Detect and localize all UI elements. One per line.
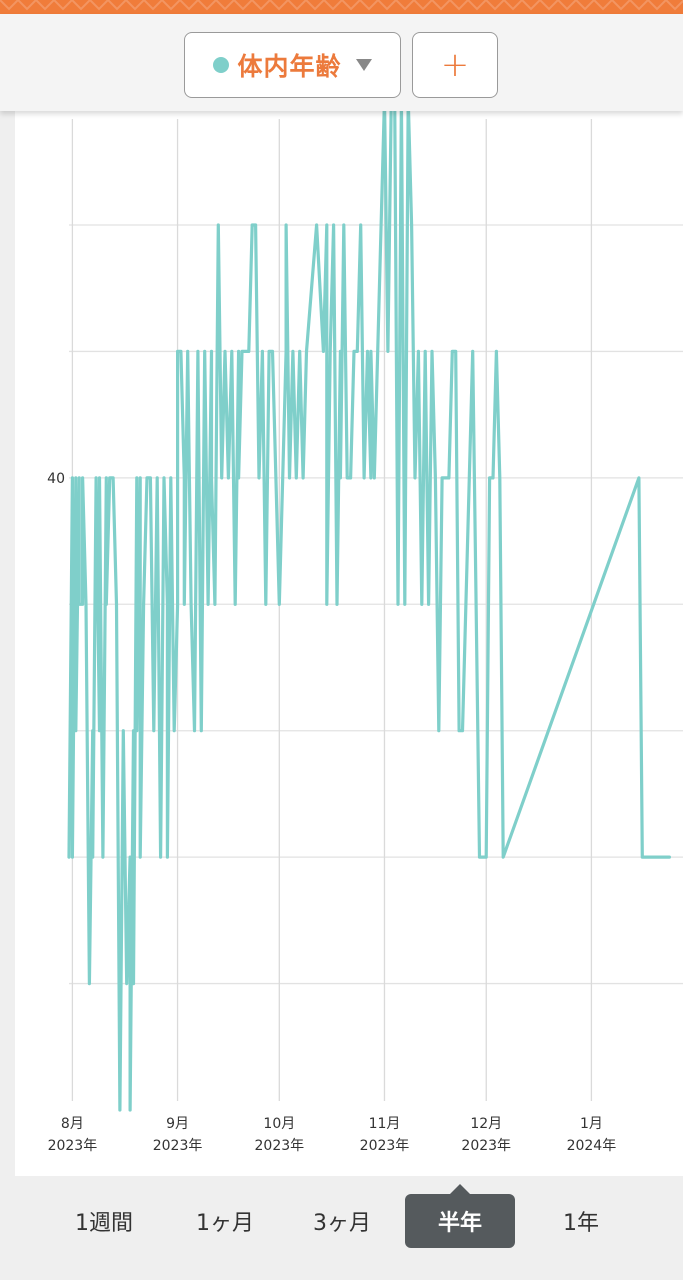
top-accent-stripe: [0, 0, 683, 14]
line-chart[interactable]: 8月 2023年 9月 2023年 10月 2023年 11月 2023年 12月 2023年 1月…: [15, 111, 683, 1176]
period-tab-3-months[interactable]: 3ヶ月: [313, 1211, 371, 1236]
metric-color-dot-icon: [213, 57, 230, 73]
chart-panel[interactable]: 8月 2023年 9月 2023年 10月 2023年 11月 2023年 12月 2023年 1月…: [15, 111, 683, 1176]
x-tick-month-label: 9月: [166, 1116, 189, 1132]
metric-select[interactable]: 体内年齢: [184, 32, 401, 98]
x-tick-year-label: 2023年: [461, 1138, 511, 1154]
y-tick-label: 40: [47, 471, 65, 487]
x-tick-year-label: 2023年: [255, 1138, 305, 1154]
x-tick-month-label: 12月: [470, 1116, 502, 1132]
period-tab-1-month[interactable]: 1ヶ月: [196, 1211, 254, 1236]
metric-label: 体内年齢: [237, 52, 342, 81]
period-tab-1-year[interactable]: 1年: [563, 1211, 599, 1236]
x-tick-year-label: 2023年: [360, 1138, 410, 1154]
chevron-down-icon: [355, 59, 372, 71]
x-tick-month-label: 10月: [263, 1116, 295, 1132]
x-tick-year-label: 2024年: [567, 1138, 617, 1154]
period-tab-1-week[interactable]: 1週間: [75, 1211, 133, 1236]
series-line: [67, 111, 672, 1112]
x-tick-year-label: 2023年: [153, 1138, 203, 1154]
stripe-pattern-icon: [0, 0, 683, 14]
period-tab-half-year[interactable]: 半年: [405, 1184, 515, 1248]
add-metric-button[interactable]: +: [412, 32, 498, 98]
period-selector: 1週間 1ヶ月 3ヶ月 半年 1年: [0, 1176, 683, 1280]
x-tick-year-label: 2023年: [48, 1138, 98, 1154]
header-bar: 体内年齢 +: [0, 14, 683, 111]
x-tick-month-label: 1月: [580, 1116, 603, 1132]
x-tick-month-label: 11月: [369, 1116, 401, 1132]
x-tick-month-label: 8月: [61, 1116, 84, 1132]
